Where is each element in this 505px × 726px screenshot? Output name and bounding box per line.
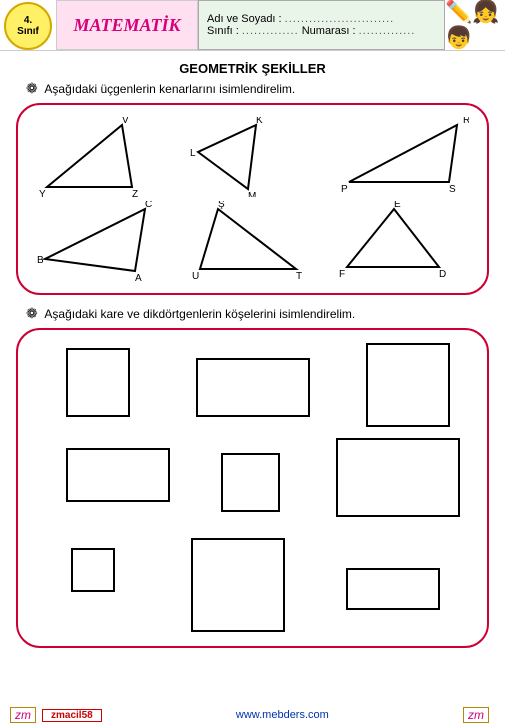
svg-text:M: M: [248, 191, 256, 197]
triangles-panel: V Z Y K L M R P S C B A Ş U T E F D: [16, 103, 489, 295]
svg-text:A: A: [135, 273, 142, 281]
svg-text:S: S: [449, 184, 456, 195]
instruction-1: ❁ Aşağıdaki üçgenlerin kenarlarını isiml…: [26, 80, 489, 97]
triangle-shape: R P S: [339, 117, 469, 197]
student-info-box: Adı ve Soyadı : ........................…: [198, 0, 445, 50]
rectangle-shape: [71, 548, 115, 592]
triangles-container: V Z Y K L M R P S C B A Ş U T E F D: [26, 117, 479, 281]
grade-badge: 4. Sınıf: [4, 2, 52, 50]
rectangle-shape: [336, 438, 460, 517]
grade-label: Sınıf: [17, 26, 39, 37]
triangle-shape: K L M: [188, 117, 318, 197]
rectangle-shape: [66, 448, 170, 502]
svg-text:R: R: [463, 117, 469, 126]
rectangles-panel: [16, 328, 489, 648]
triangle-shape: V Z Y: [37, 117, 167, 197]
rectangle-shape: [66, 348, 130, 417]
svg-text:F: F: [339, 269, 345, 280]
footer-logo-right: zm: [463, 707, 489, 723]
footer: zm zmacil58 www.mebders.com zm: [0, 707, 505, 723]
content: GEOMETRİK ŞEKİLLER ❁ Aşağıdaki üçgenleri…: [0, 51, 505, 668]
triangle-shape: C B A: [37, 201, 167, 281]
bullet-icon: ❁: [26, 80, 38, 96]
svg-text:C: C: [145, 201, 152, 210]
worksheet-page: 4. Sınıf MATEMATİK Adı ve Soyadı : .....…: [0, 0, 505, 726]
svg-text:K: K: [256, 117, 263, 126]
svg-text:U: U: [192, 271, 199, 281]
grade-number: 4.: [24, 15, 32, 26]
svg-text:E: E: [394, 201, 401, 210]
svg-text:V: V: [122, 117, 129, 126]
footer-logo: zm: [10, 707, 36, 723]
bullet-icon: ❁: [26, 305, 38, 321]
svg-text:P: P: [341, 184, 348, 195]
svg-text:B: B: [37, 255, 44, 266]
instruction-2: ❁ Aşağıdaki kare ve dikdörtgenlerin köşe…: [26, 305, 489, 322]
svg-text:Ş: Ş: [218, 201, 225, 210]
svg-text:Y: Y: [39, 189, 46, 197]
worksheet-code: zmacil58: [42, 709, 102, 722]
rectangle-shape: [191, 538, 285, 632]
rectangle-shape: [196, 358, 310, 417]
svg-text:T: T: [296, 271, 302, 281]
page-title: GEOMETRİK ŞEKİLLER: [16, 61, 489, 76]
rectangle-shape: [346, 568, 440, 610]
subject-title: MATEMATİK: [56, 0, 198, 50]
rectangle-shape: [221, 453, 280, 512]
svg-text:D: D: [439, 269, 446, 280]
website-url: www.mebders.com: [102, 709, 463, 721]
triangle-shape: E F D: [339, 201, 469, 281]
header: 4. Sınıf MATEMATİK Adı ve Soyadı : .....…: [0, 0, 505, 51]
triangle-shape: Ş U T: [188, 201, 318, 281]
name-line: Adı ve Soyadı : ........................…: [207, 13, 436, 25]
header-art: ✏️👧👦: [445, 0, 505, 50]
rectangle-shape: [366, 343, 450, 427]
class-line: Sınıfı : .............. Numarası : .....…: [207, 25, 436, 37]
rectangles-container: [26, 338, 479, 638]
svg-text:Z: Z: [132, 189, 138, 197]
svg-text:L: L: [190, 148, 196, 159]
